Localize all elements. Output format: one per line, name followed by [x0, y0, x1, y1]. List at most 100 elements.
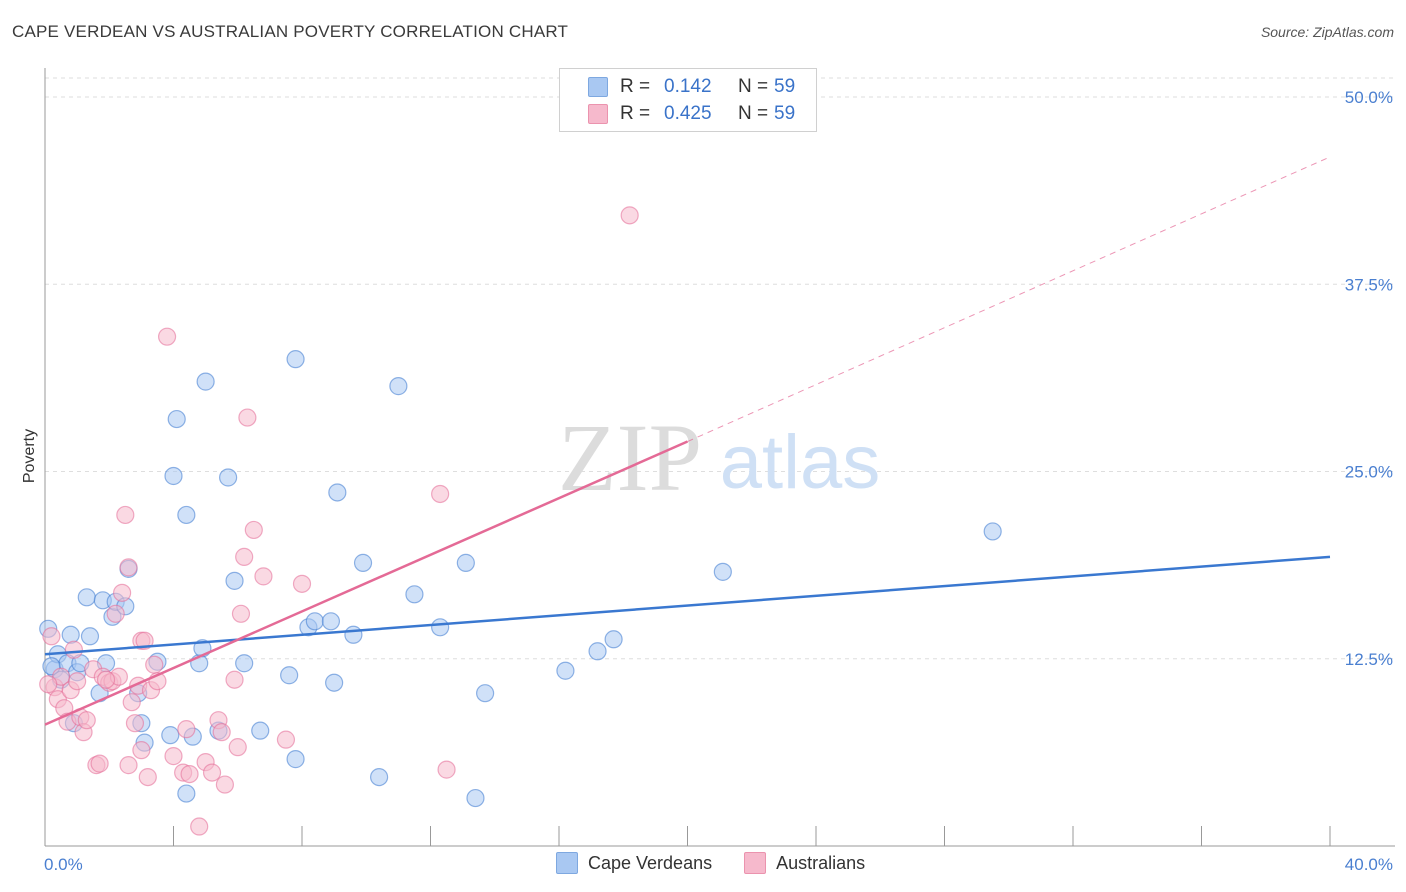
data-point [80, 627, 100, 646]
data-point [225, 571, 244, 590]
data-point [119, 756, 138, 775]
series-legend-label: Australians [776, 852, 866, 873]
data-point [286, 350, 305, 369]
data-point [228, 738, 247, 757]
data-point [437, 760, 456, 779]
data-point [135, 631, 154, 650]
data-point [321, 612, 341, 631]
data-point [280, 666, 299, 685]
data-point [61, 625, 80, 644]
series-swatch-cape-verdeans [556, 852, 578, 874]
data-point [39, 675, 58, 694]
data-point [286, 750, 305, 769]
y-tick-label: 12.5% [1345, 650, 1393, 669]
data-point [116, 505, 135, 525]
data-point [713, 562, 732, 581]
data-point [238, 408, 257, 427]
data-point [215, 775, 234, 794]
data-point [588, 642, 607, 661]
data-point [125, 714, 145, 733]
data-point [164, 466, 183, 486]
data-point [177, 720, 196, 739]
series-legend-cape-verdeans[interactable]: Cape Verdeans [556, 852, 712, 874]
chart-title: CAPE VERDEAN VS AUSTRALIAN POVERTY CORRE… [12, 22, 569, 41]
data-point [983, 522, 1002, 541]
data-point [190, 817, 209, 836]
y-tick-label: 37.5% [1345, 275, 1393, 294]
australian-points [39, 206, 639, 836]
data-point [119, 558, 138, 577]
legend-r-label: R = [620, 76, 651, 97]
series-swatch-australians [744, 852, 767, 874]
legend-r-label: R = [620, 103, 651, 124]
data-point [42, 627, 61, 646]
data-point [305, 612, 324, 631]
data-point [604, 630, 623, 649]
data-point [556, 661, 575, 680]
data-point [177, 505, 196, 525]
data-point [112, 583, 132, 602]
x-tick-label: 0.0% [44, 855, 83, 874]
data-point [212, 723, 231, 742]
data-point [96, 670, 116, 689]
watermark-zip: ZIP [558, 404, 702, 511]
data-point [177, 784, 196, 803]
y-axis-label: Poverty [21, 429, 38, 483]
data-point [202, 763, 222, 782]
data-point [196, 372, 215, 391]
y-tick-label: 25.0% [1345, 463, 1393, 482]
watermark: ZIP atlas [558, 404, 880, 511]
data-point [235, 654, 254, 673]
legend-row-australian: R = 0.425 N = 59 [560, 101, 795, 127]
legend-swatch-cape-verdean [588, 77, 608, 97]
watermark-atlas: atlas [720, 420, 881, 505]
x-tick-label: 40.0% [1345, 855, 1393, 874]
data-point [325, 673, 344, 692]
series-legend-label: Cape Verdeans [588, 852, 713, 873]
data-point [456, 553, 475, 572]
legend-r-value: 0.425 [664, 103, 712, 124]
data-point [344, 625, 363, 644]
data-point [389, 377, 408, 396]
data-point [106, 604, 125, 623]
legend-r-value: 0.142 [664, 76, 712, 97]
data-point [251, 721, 270, 740]
data-point [157, 327, 177, 346]
data-point [276, 730, 296, 749]
data-point [225, 670, 244, 689]
data-point [254, 567, 273, 586]
trend-lines [44, 156, 1331, 726]
data-point [167, 409, 186, 429]
legend-row-cape-verdean: R = 0.142 N = 59 [560, 74, 795, 100]
tick-labels: 12.5% 25.0% 37.5% 50.0% 0.0% 40.0% [44, 88, 1393, 874]
data-point [476, 684, 495, 703]
data-point [164, 747, 183, 766]
data-point [64, 640, 84, 659]
y-tick-label: 50.0% [1345, 88, 1393, 107]
data-point [405, 585, 424, 604]
data-point [219, 468, 238, 487]
data-point [370, 767, 389, 787]
data-point [244, 520, 263, 540]
data-point [145, 655, 164, 674]
data-point [68, 672, 87, 691]
data-point [620, 206, 639, 225]
trend-line [44, 440, 689, 726]
chart-source: Source: ZipAtlas.com [1260, 24, 1394, 40]
series-legend-australians[interactable]: Australians [744, 852, 865, 874]
data-point [132, 741, 151, 760]
legend-n-label: N = [738, 103, 769, 124]
data-point [122, 693, 141, 712]
trend-line-extension [687, 156, 1331, 442]
legend-n-value: 59 [774, 76, 796, 97]
data-point [77, 711, 96, 730]
data-point [235, 547, 254, 566]
legend-swatch-australian [588, 104, 608, 124]
correlation-legend: R = 0.142 N = 59 R = 0.425 N = 59 [559, 68, 817, 132]
data-point [77, 588, 96, 607]
trend-line [44, 555, 1331, 656]
data-point [353, 553, 373, 572]
data-point [328, 483, 347, 502]
data-point [231, 604, 251, 623]
